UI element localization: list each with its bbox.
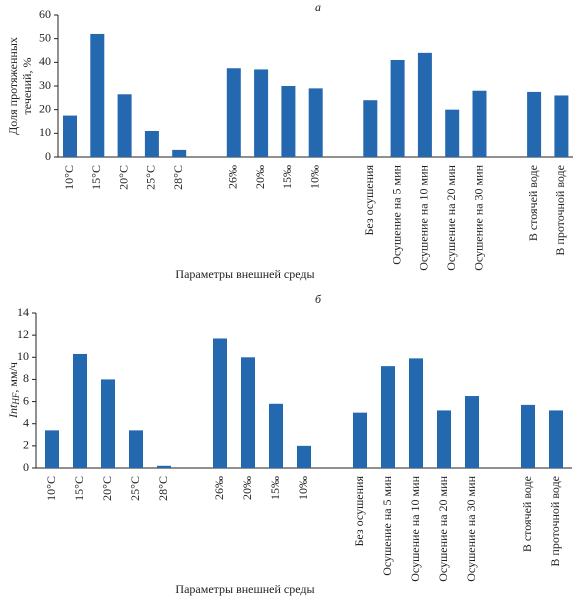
bar — [90, 33, 105, 157]
y-label-rest: , мм/ч — [6, 362, 20, 393]
bar — [101, 379, 115, 468]
x-tick-label: 10°C — [44, 476, 58, 501]
x-tick-label: Осушение на 5 мин — [380, 475, 394, 575]
y-axis-label: Доля протяженных — [6, 37, 20, 135]
bar — [213, 338, 227, 468]
x-tick-label: 10‰ — [307, 165, 321, 189]
bar — [63, 115, 77, 157]
bar — [297, 445, 311, 468]
bar — [353, 412, 367, 468]
bar — [521, 404, 535, 468]
x-tick-label: 10‰ — [296, 476, 310, 500]
y-label-main: Int — [6, 404, 20, 419]
x-tick-label: В проточной воде — [548, 476, 562, 567]
bar — [269, 403, 283, 468]
bar — [254, 69, 269, 157]
bar — [281, 86, 296, 157]
y-tick-label: 2 — [23, 438, 29, 452]
y-tick-label: 50 — [39, 30, 51, 44]
bar — [241, 357, 255, 468]
bar — [437, 410, 451, 468]
y-axis-label: течений, % — [20, 58, 34, 115]
x-tick-label: Осушение на 20 мин — [436, 475, 450, 581]
y-tick-label: 8 — [23, 371, 29, 385]
bar — [472, 90, 487, 157]
bar — [409, 358, 423, 468]
x-tick-label: В стоячей воде — [520, 476, 534, 552]
x-tick-label: Осушение на 10 мин — [417, 164, 431, 270]
y-axis-label: IntHF, мм/ч — [6, 362, 21, 419]
x-tick-label: Осушение на 10 мин — [408, 475, 422, 581]
y-tick-label: 30 — [39, 78, 51, 92]
x-tick-label: 20‰ — [253, 165, 267, 189]
x-tick-label: 26‰ — [212, 476, 226, 500]
x-tick-label: Без осушения — [352, 476, 366, 547]
y-tick-label: 60 — [39, 7, 51, 21]
y-tick-label: 4 — [23, 415, 29, 429]
bar — [390, 59, 405, 157]
bar — [381, 366, 395, 468]
y-tick-label: 0 — [45, 149, 51, 163]
x-tick-label: 25°C — [128, 476, 142, 501]
bar — [363, 100, 378, 157]
y-tick-label: 20 — [39, 101, 51, 115]
x-tick-label: Осушение на 20 мин — [444, 164, 458, 270]
x-tick-label: 20°C — [116, 165, 130, 190]
chart-title: а — [315, 0, 321, 14]
y-tick-label: 14 — [17, 305, 29, 319]
x-tick-label: В стоячей воде — [526, 165, 540, 241]
x-tick-label: В проточной воде — [553, 165, 567, 256]
x-tick-label: 28°C — [171, 165, 185, 190]
x-tick-label: Осушение на 5 мин — [389, 164, 403, 264]
x-tick-label: Без осушения — [362, 165, 376, 236]
x-tick-label: 25°C — [144, 165, 158, 190]
bar — [73, 353, 87, 468]
bar — [129, 430, 143, 468]
x-tick-label: 15°C — [72, 476, 86, 501]
bar — [144, 130, 159, 157]
x-tick-label: Осушение на 30 мин — [464, 475, 478, 581]
x-tick-label: 26‰ — [226, 165, 240, 189]
y-tick-label: 12 — [17, 327, 29, 341]
bar — [549, 410, 563, 468]
x-tick-label: 15‰ — [280, 165, 294, 189]
x-tick-label: 28°C — [156, 476, 170, 501]
x-axis-label: Параметры внешней среды — [175, 582, 314, 596]
bar — [554, 95, 569, 157]
bar — [172, 149, 187, 157]
bar — [527, 91, 542, 157]
bar — [226, 68, 241, 157]
x-tick-label: 20°C — [100, 476, 114, 501]
bar — [308, 88, 323, 157]
y-tick-label: 6 — [23, 393, 29, 407]
chart-title: б — [315, 292, 322, 306]
x-tick-label: 15°C — [89, 165, 103, 190]
y-tick-label: 40 — [39, 54, 51, 68]
bar — [417, 52, 432, 157]
y-tick-label: 10 — [17, 349, 29, 363]
x-axis-label: Параметры внешней среды — [175, 267, 314, 281]
bar — [45, 430, 59, 468]
y-tick-label: 10 — [39, 125, 51, 139]
bar — [157, 465, 171, 468]
x-tick-label: 20‰ — [240, 476, 254, 500]
x-tick-label: 10°C — [62, 165, 76, 190]
x-tick-label: Осушение на 30 мин — [471, 164, 485, 270]
bar — [445, 109, 460, 157]
y-label-sub: HF — [11, 392, 21, 405]
y-tick-label: 0 — [23, 460, 29, 474]
bar — [117, 94, 132, 157]
x-tick-label: 15‰ — [268, 476, 282, 500]
bar — [465, 396, 479, 468]
